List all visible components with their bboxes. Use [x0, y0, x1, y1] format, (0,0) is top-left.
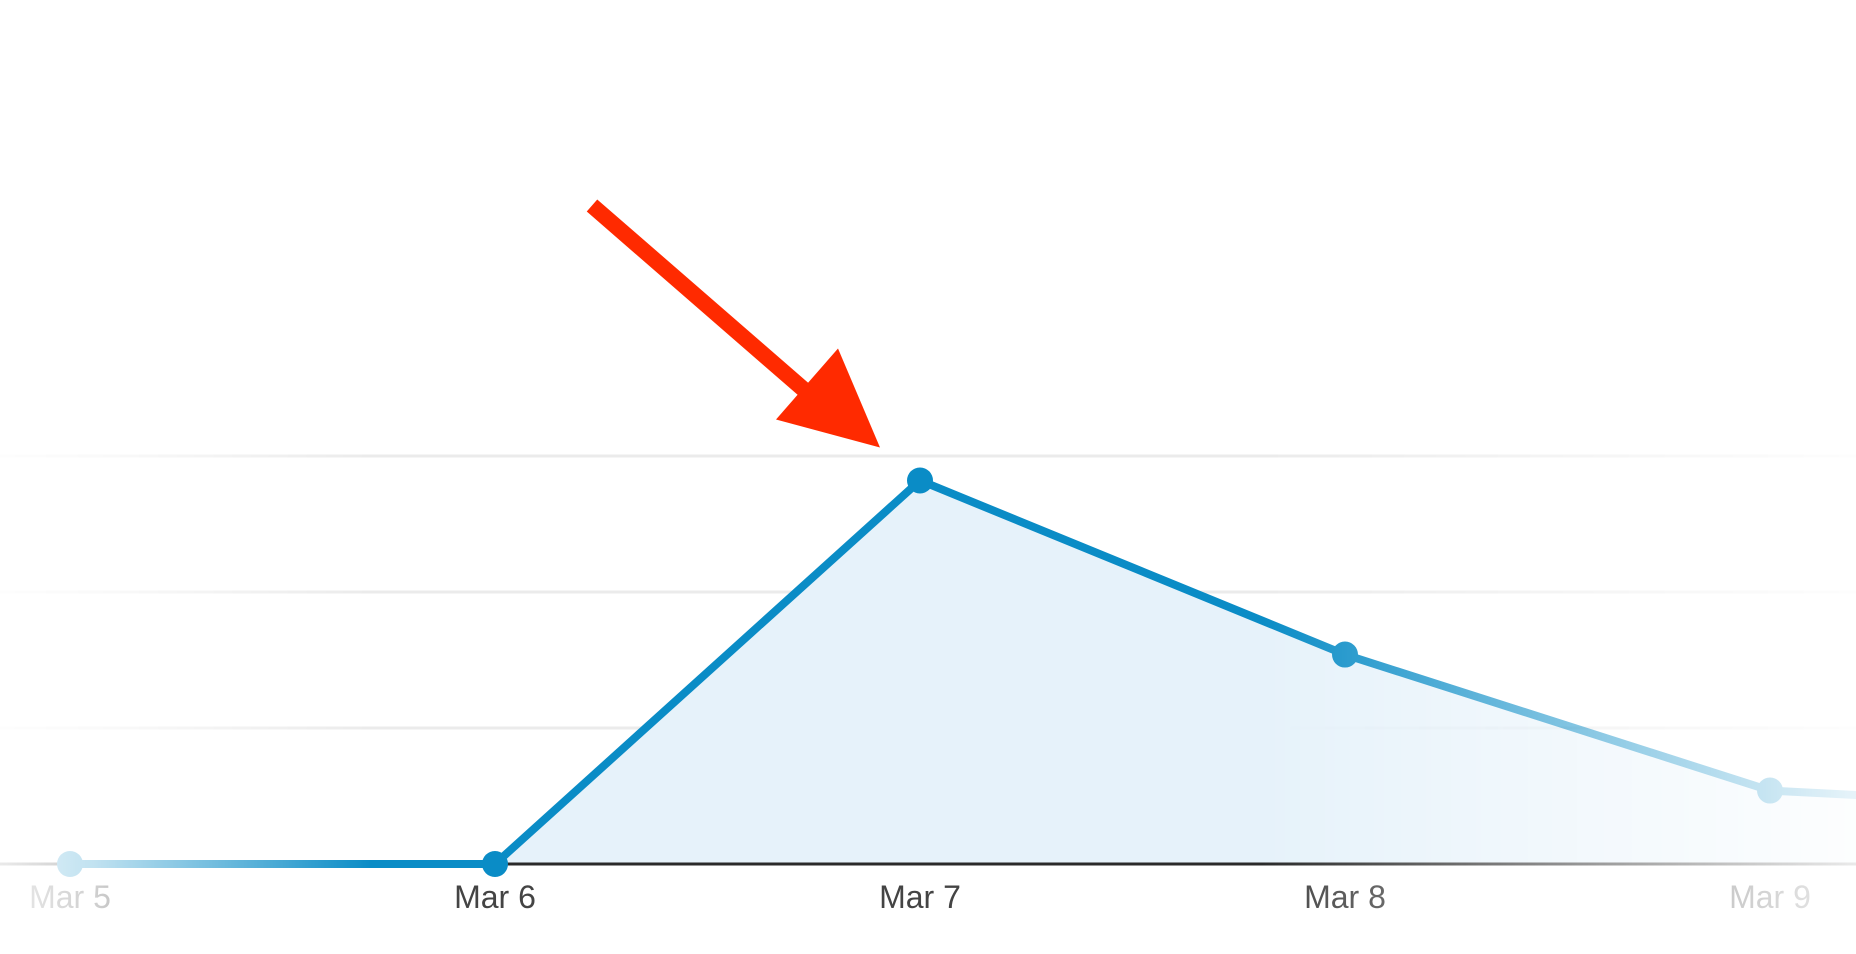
- plot-area: [0, 467, 1856, 877]
- data-point-mar-7: [907, 467, 933, 494]
- x-tick-label: Mar 9: [1729, 879, 1811, 915]
- annotation-arrow-shaft: [586, 199, 812, 398]
- annotation: [586, 199, 880, 448]
- data-point-mar-6: [482, 851, 508, 877]
- x-tick-label: Mar 8: [1304, 879, 1386, 915]
- x-tick-label: Mar 6: [454, 879, 536, 915]
- data-point-mar-9: [1757, 777, 1783, 804]
- x-tick-label: Mar 5: [29, 879, 111, 915]
- x-tick-label: Mar 7: [879, 879, 961, 915]
- series-line: [66, 476, 1856, 868]
- annotation-arrow-head: [776, 348, 880, 448]
- data-point-mar-8: [1332, 641, 1358, 668]
- data-point-mar-5: [57, 851, 83, 877]
- series-area: [70, 480, 1856, 864]
